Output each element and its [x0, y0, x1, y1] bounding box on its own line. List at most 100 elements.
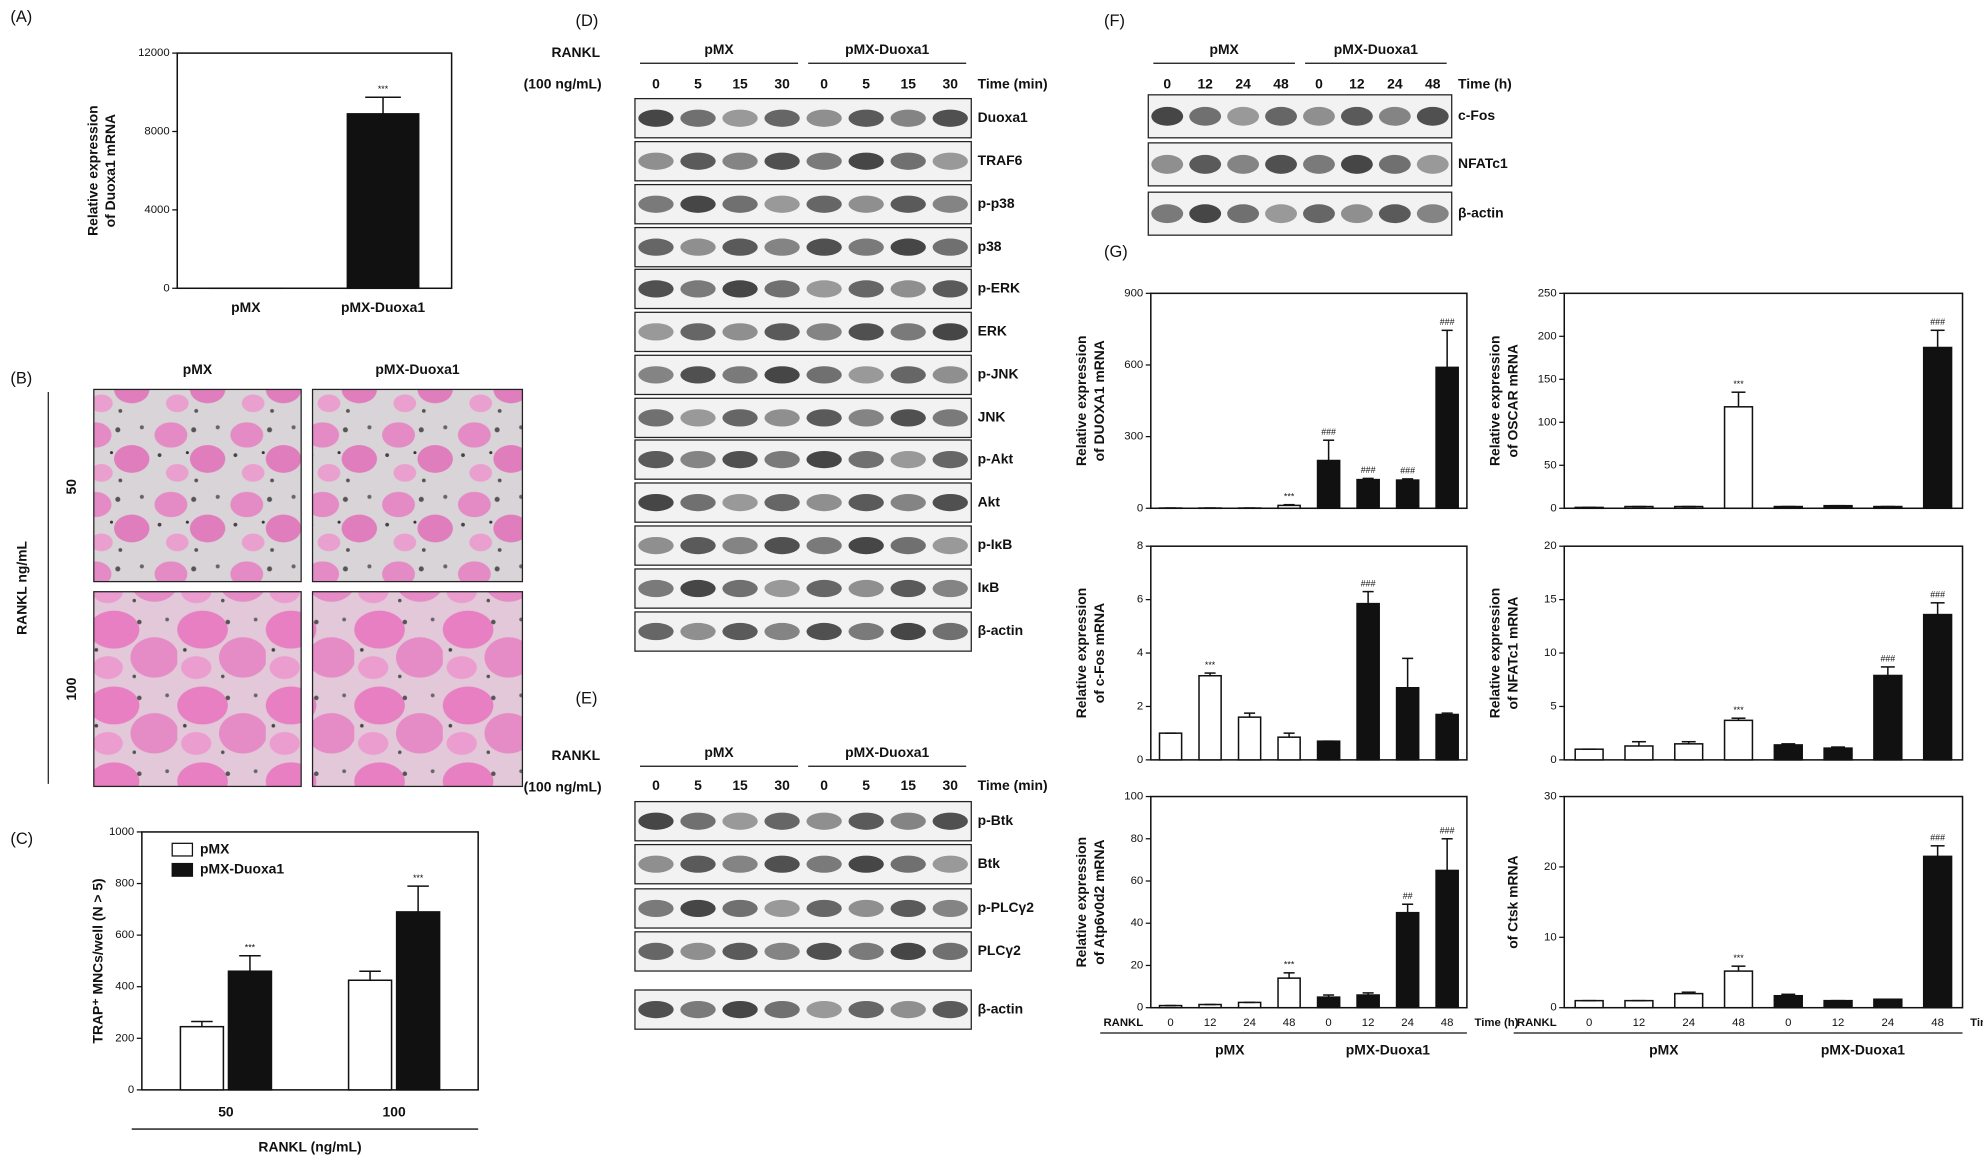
blot-band	[806, 195, 842, 213]
blot-band	[932, 579, 968, 598]
blot-band	[932, 195, 968, 213]
blot-band	[932, 280, 968, 298]
blot-band	[806, 109, 842, 127]
axis-label: Time (h)	[1970, 1017, 1983, 1029]
blot-band	[1227, 154, 1260, 174]
blot-band	[806, 812, 842, 830]
lane-label: 30	[774, 777, 790, 793]
significance: ***	[1284, 960, 1295, 970]
bar	[1435, 869, 1459, 1009]
blot-band	[932, 409, 968, 427]
blot-band	[932, 622, 968, 641]
panel-label: (B)	[10, 370, 32, 388]
blot-band	[680, 493, 716, 512]
blot-band	[890, 899, 926, 918]
blot-band	[1416, 154, 1449, 174]
significance: ###	[1361, 578, 1376, 588]
significance: ***	[1733, 705, 1744, 715]
lane-label: 24	[1235, 75, 1251, 91]
blot-band	[806, 1000, 842, 1019]
protein-label: p-p38	[978, 195, 1015, 211]
lane-label: 12	[1197, 75, 1213, 91]
x-tick-label: 24	[1682, 1017, 1695, 1029]
bar	[1435, 713, 1459, 761]
blot-band	[932, 812, 968, 830]
blot-band	[890, 323, 926, 341]
blot-band	[806, 579, 842, 598]
y-tick-label: 10	[1544, 647, 1557, 659]
y-tick-label: 400	[115, 981, 134, 993]
bar	[1435, 366, 1459, 510]
y-tick-label: 0	[1137, 754, 1143, 766]
bar	[1395, 911, 1420, 1009]
y-tick-label: 15	[1544, 594, 1557, 606]
protein-label: β-actin	[978, 622, 1024, 638]
blot-band	[1189, 106, 1222, 126]
protein-label: p-PLCγ2	[978, 899, 1035, 915]
blot-band	[890, 536, 926, 555]
blot-band	[764, 579, 800, 598]
bar	[1395, 479, 1420, 510]
panel-label: (G)	[1104, 243, 1128, 261]
significance: ###	[1440, 317, 1455, 327]
y-axis-label: of Ctsk mRNA	[1504, 855, 1520, 948]
protein-label: β-actin	[978, 1000, 1024, 1016]
micrograph	[93, 591, 302, 788]
bar	[1723, 970, 1754, 1009]
blot-band	[680, 942, 716, 961]
y-tick-label: 8000	[144, 125, 169, 137]
blot-band	[890, 450, 926, 469]
blot-band	[932, 493, 968, 512]
y-axis-label: of NFATc1 mRNA	[1504, 597, 1520, 710]
blot-band	[722, 942, 758, 961]
blot-band	[638, 899, 674, 918]
row-title: RANKL ng/mL	[14, 540, 30, 634]
protein-label: IκB	[978, 579, 1000, 595]
blot-band	[638, 152, 674, 170]
bar	[1773, 744, 1803, 761]
y-tick-label: 300	[1124, 431, 1143, 443]
blot-band	[932, 450, 968, 469]
y-tick-label: 4000	[144, 204, 169, 216]
plot-frame	[1150, 795, 1468, 1009]
y-axis-label: of Atp6v0d2 mRNA	[1091, 839, 1107, 964]
bar	[1316, 740, 1341, 761]
group-label: pMX-Duoxa1	[845, 41, 929, 57]
blot-band	[764, 493, 800, 512]
group-label: pMX	[704, 41, 734, 57]
bar	[1723, 719, 1754, 761]
micrograph	[311, 388, 524, 583]
y-tick-label: 0	[1137, 502, 1143, 514]
significance: ###	[1321, 427, 1336, 437]
x-tick-label: 0	[1785, 1017, 1791, 1029]
lane-label: 15	[732, 75, 748, 91]
x-tick-label: 50	[218, 1103, 234, 1119]
blot-band	[764, 109, 800, 127]
protein-label: ERK	[978, 323, 1007, 339]
axis-label: RANKL	[1517, 1017, 1557, 1029]
blot-band	[806, 280, 842, 298]
blot-band	[680, 622, 716, 641]
y-axis-label: Relative expression	[1073, 588, 1089, 718]
blot-band	[806, 450, 842, 469]
blot-band	[680, 579, 716, 598]
bar	[1395, 687, 1420, 761]
blot-band	[764, 942, 800, 961]
blot-band	[1265, 154, 1297, 174]
protein-label: Btk	[978, 855, 1001, 871]
lane-label: 0	[1163, 75, 1171, 91]
blot-band	[764, 152, 800, 170]
blot-band	[722, 109, 758, 127]
y-axis-label: of Duoxa1 mRNA	[102, 114, 118, 227]
y-axis-label: of OSCAR mRNA	[1504, 344, 1520, 457]
plot-frame	[1563, 292, 1964, 510]
protein-label: p-IκB	[978, 536, 1013, 552]
y-tick-label: 200	[115, 1032, 134, 1044]
plot-frame	[1563, 795, 1964, 1009]
y-axis-label: Relative expression	[1487, 336, 1503, 466]
legend-label: pMX-Duoxa1	[200, 861, 284, 877]
bar	[1316, 459, 1341, 510]
x-tick-label: 12	[1832, 1017, 1845, 1029]
y-tick-label: 150	[1538, 373, 1557, 385]
y-tick-label: 0	[128, 1084, 134, 1096]
